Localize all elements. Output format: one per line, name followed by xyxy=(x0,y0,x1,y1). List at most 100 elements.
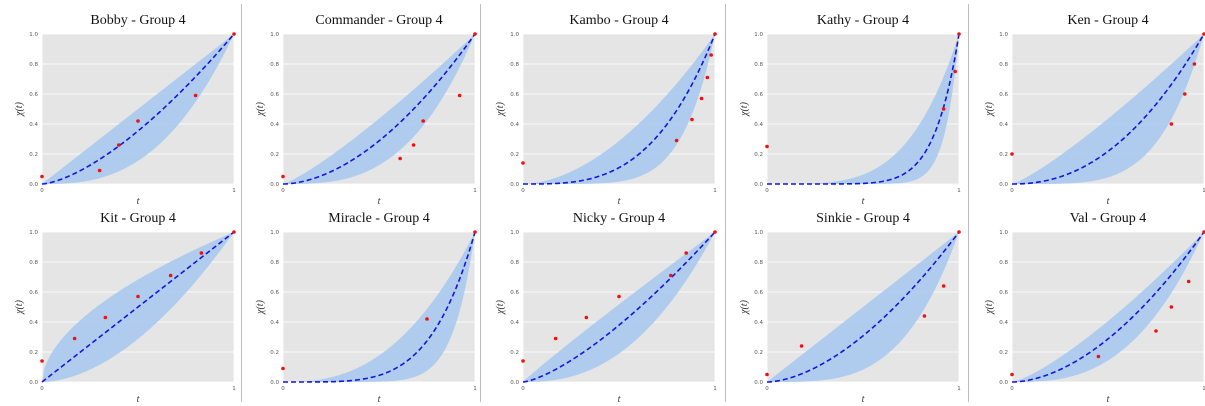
chart-panel: Val - Group 4 0.0 0.2 0.4 0.6 0.8 1.0 0 1 t χ(t) xyxy=(978,206,1205,406)
data-point xyxy=(40,359,44,363)
data-point xyxy=(168,273,173,278)
data-point xyxy=(136,119,140,123)
x-axis-label: t xyxy=(862,394,865,405)
y-axis-label: χ(t) xyxy=(14,101,25,117)
y-tick-label: 0.2 xyxy=(29,152,38,158)
y-tick-label: 0.8 xyxy=(270,260,279,266)
y-tick-label: 1.0 xyxy=(999,32,1008,38)
x-axis-label: t xyxy=(1107,196,1110,207)
y-tick-label: 0.4 xyxy=(510,122,519,128)
x-tick-label: 1 xyxy=(713,188,717,194)
chart-title: Commander - Group 4 xyxy=(315,13,442,28)
chart-title: Nicky - Group 4 xyxy=(573,211,665,226)
mean-curve xyxy=(1011,33,1205,185)
y-axis-label: χ(t) xyxy=(255,101,266,117)
data-point xyxy=(1192,62,1197,66)
chart-svg: Miracle - Group 4 0.0 0.2 0.4 0.6 0.8 1.0 0 1 t χ(… xyxy=(255,211,477,405)
chart-panel: Kit - Group 4 0.0 0.2 0.4 0.6 0.8 1.0 0 1 t χ(t) xyxy=(8,206,243,406)
y-tick-label: 0.4 xyxy=(999,320,1008,326)
y-tick-label: 0.6 xyxy=(29,92,38,98)
x-tick-label: 1 xyxy=(713,386,717,392)
x-tick-label: 0 xyxy=(40,386,44,392)
y-tick-label: 0.2 xyxy=(754,152,763,158)
data-point xyxy=(713,230,717,234)
data-point xyxy=(553,336,558,341)
data-point xyxy=(1186,279,1191,284)
uncertainty-band xyxy=(1012,34,1204,184)
y-tick-label: 0.6 xyxy=(270,290,279,296)
x-tick-label: 1 xyxy=(957,386,961,392)
y-tick-label: 0.8 xyxy=(270,62,279,68)
y-tick-label: 1.0 xyxy=(754,230,763,236)
y-tick-label: 0.4 xyxy=(999,122,1008,128)
y-tick-label: 0.6 xyxy=(999,92,1008,98)
y-tick-label: 0.4 xyxy=(29,122,38,128)
y-tick-label: 0.0 xyxy=(754,182,763,188)
y-tick-label: 0.2 xyxy=(999,350,1008,356)
column-separator xyxy=(480,4,481,402)
uncertainty-band xyxy=(1012,232,1204,382)
data-point xyxy=(669,273,673,278)
x-axis-label: t xyxy=(862,196,865,207)
data-point xyxy=(281,174,285,179)
y-tick-label: 1.0 xyxy=(29,230,38,236)
x-axis-label: t xyxy=(137,394,140,405)
y-tick-label: 0.8 xyxy=(510,260,519,266)
data-point xyxy=(1183,92,1187,96)
mean-curve xyxy=(522,231,716,383)
data-point xyxy=(1169,305,1174,309)
chart-panel: Nicky - Group 4 0.0 0.2 0.4 0.6 0.8 1.0 0 1 t χ(t) xyxy=(489,206,724,406)
y-axis-label: χ(t) xyxy=(739,101,750,117)
data-point xyxy=(957,32,961,36)
y-tick-label: 0.0 xyxy=(270,182,279,188)
x-tick-label: 1 xyxy=(1202,386,1205,392)
y-tick-label: 0.4 xyxy=(510,320,519,326)
y-tick-label: 1.0 xyxy=(270,32,279,38)
y-axis-label: χ(t) xyxy=(984,299,995,315)
x-axis-label: t xyxy=(618,196,621,207)
data-point xyxy=(199,251,204,255)
data-point xyxy=(617,294,621,299)
chart-svg: Val - Group 4 0.0 0.2 0.4 0.6 0.8 1.0 0 1 t χ(t) xyxy=(984,211,1205,405)
data-point xyxy=(40,174,44,179)
x-tick-label: 1 xyxy=(232,386,236,392)
y-tick-label: 0.6 xyxy=(754,290,763,296)
data-point xyxy=(193,93,198,98)
y-tick-label: 0.2 xyxy=(754,350,763,356)
x-axis-label: t xyxy=(618,394,621,405)
chart-title: Ken - Group 4 xyxy=(1067,13,1148,28)
y-tick-label: 0.2 xyxy=(270,152,279,158)
data-point xyxy=(232,230,236,234)
chart-title: Sinkie - Group 4 xyxy=(816,211,910,226)
y-tick-label: 0.6 xyxy=(29,290,38,296)
uncertainty-band xyxy=(283,232,475,382)
data-point xyxy=(1202,230,1205,234)
chart-svg: Kathy - Group 4 0.0 0.2 0.4 0.6 0.8 1.0 0 1 t χ(t) xyxy=(739,13,961,207)
data-point xyxy=(473,230,477,234)
y-tick-label: 0.2 xyxy=(29,350,38,356)
chart-title: Kit - Group 4 xyxy=(100,211,176,226)
chart-title: Kathy - Group 4 xyxy=(817,13,909,28)
data-point xyxy=(941,284,946,288)
data-point xyxy=(1202,32,1205,36)
uncertainty-band xyxy=(767,232,959,382)
x-tick-label: 0 xyxy=(765,386,769,392)
y-tick-label: 1.0 xyxy=(999,230,1008,236)
chart-title: Kambo - Group 4 xyxy=(569,13,668,28)
x-tick-label: 0 xyxy=(1010,188,1014,194)
data-point xyxy=(941,107,946,111)
uncertainty-band xyxy=(523,232,715,382)
y-tick-label: 0.0 xyxy=(754,380,763,386)
y-tick-label: 0.2 xyxy=(510,350,519,356)
data-point xyxy=(684,251,688,255)
data-point xyxy=(1010,372,1014,377)
y-tick-label: 0.4 xyxy=(270,320,279,326)
chart-svg: Sinkie - Group 4 0.0 0.2 0.4 0.6 0.8 1.0 0 1 t χ(t… xyxy=(739,211,961,405)
data-point xyxy=(709,53,713,57)
chart-panel: Commander - Group 4 0.0 0.2 0.4 0.6 0.8 1.0 0 1 t… xyxy=(249,8,484,208)
y-tick-label: 0.0 xyxy=(999,182,1008,188)
y-tick-label: 0.6 xyxy=(510,290,519,296)
mean-curve xyxy=(523,33,716,185)
data-point xyxy=(1096,354,1101,359)
